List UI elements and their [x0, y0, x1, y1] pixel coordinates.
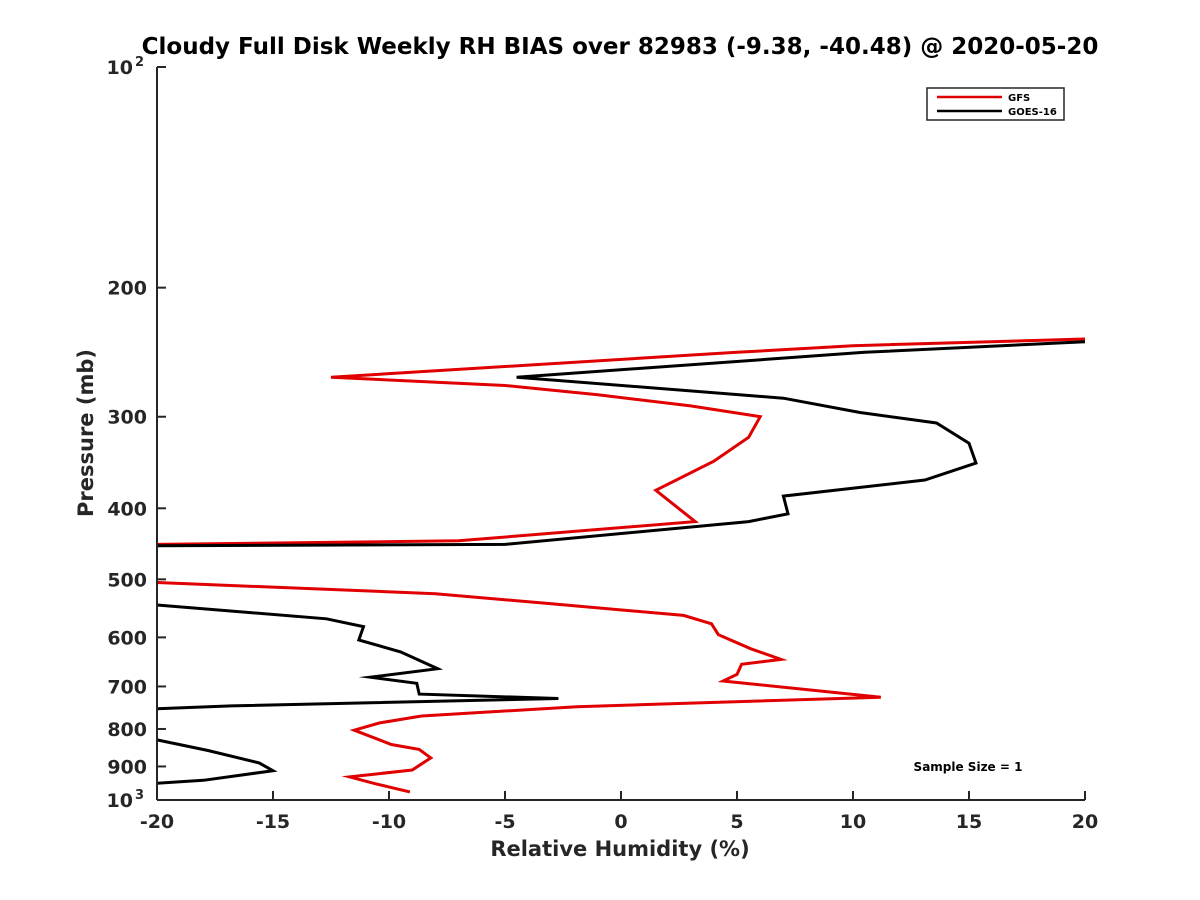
x-tick-label: -15	[256, 811, 290, 833]
x-tick-label: 15	[956, 811, 982, 833]
x-tick-label: -20	[140, 811, 174, 833]
y-tick-exponent: 2	[135, 55, 144, 70]
y-tick-label: 10	[107, 790, 133, 812]
chart-title: Cloudy Full Disk Weekly RH BIAS over 829…	[142, 34, 1099, 60]
x-tick-label: 5	[730, 811, 743, 833]
y-tick-label: 500	[107, 569, 147, 591]
plot-lines	[156, 337, 1086, 794]
x-tick-label: -5	[494, 811, 515, 833]
series-line-gfs-segment-1	[156, 337, 1086, 546]
y-tick-label: 300	[107, 407, 147, 429]
y-tick-label: 800	[107, 719, 147, 741]
legend-label-gfs: GFS	[1008, 93, 1030, 104]
y-tick-label: 400	[107, 498, 147, 520]
y-tick-label: 10	[107, 57, 133, 79]
x-tick-label: 0	[614, 811, 627, 833]
series-line-gfs-segment-2	[156, 581, 881, 794]
x-ticks: -20 -15 -10 -5 0 5 10 15 20	[140, 791, 1098, 833]
legend: GFS GOES-16	[926, 87, 1065, 121]
y-tick-label: 600	[107, 627, 147, 649]
y-tick-label: 700	[107, 676, 147, 698]
x-tick-label: 10	[840, 811, 866, 833]
x-axis-label: Relative Humidity (%)	[490, 837, 749, 861]
y-tick-label: 900	[107, 756, 147, 778]
y-axis-label: Pressure (mb)	[74, 349, 98, 517]
y-tick-label: 200	[107, 278, 147, 300]
sample-size-annotation: Sample Size = 1	[914, 760, 1023, 774]
x-tick-label: -10	[372, 811, 406, 833]
x-tick-label: 20	[1072, 811, 1098, 833]
series-line-goes-16-segment-2	[156, 603, 559, 711]
series-line-goes-16-segment-3	[156, 738, 278, 785]
legend-box	[926, 87, 1065, 121]
y-tick-exponent: 3	[135, 788, 144, 803]
legend-label-goes-16: GOES-16	[1008, 107, 1057, 118]
series-line-goes-16-segment-1	[156, 340, 1086, 548]
